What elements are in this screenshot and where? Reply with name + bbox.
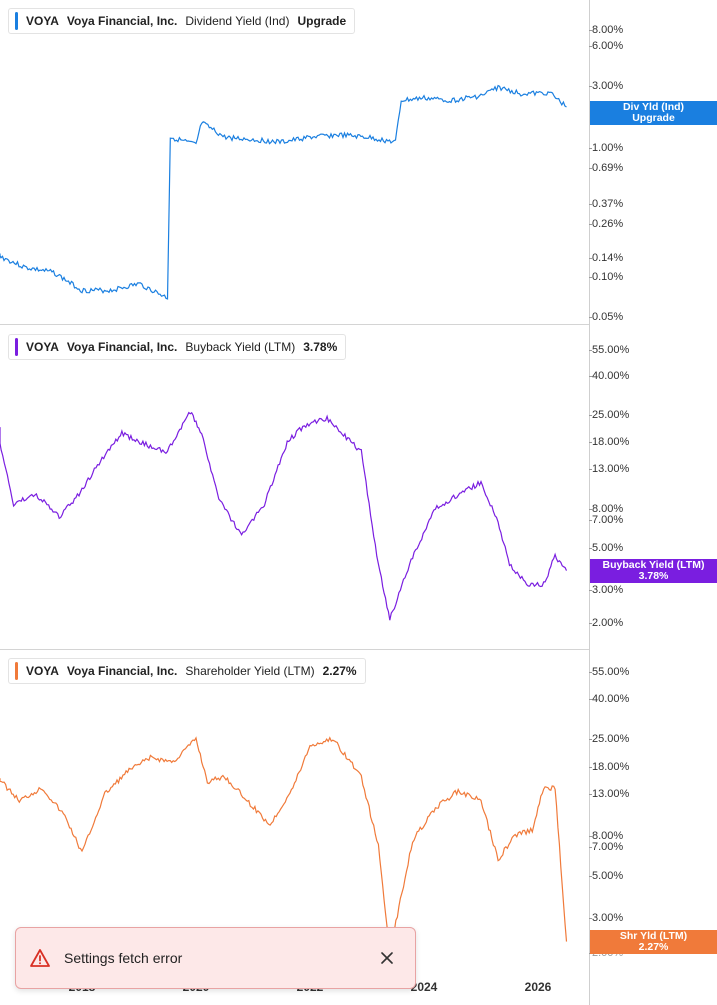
y-tick: 6.00% bbox=[588, 40, 624, 52]
y-tick: 5.00% bbox=[588, 870, 624, 882]
y-tick: 8.00% bbox=[588, 503, 624, 515]
y-tick: 40.00% bbox=[588, 370, 630, 382]
legend-color-bar bbox=[15, 338, 18, 356]
legend-value: 3.78% bbox=[303, 340, 338, 354]
legend-ticker: VOYA bbox=[26, 14, 59, 28]
y-tick: 13.00% bbox=[588, 463, 630, 475]
tag-line-1: Shr Yld (LTM) bbox=[619, 930, 688, 942]
y-tick: 8.00% bbox=[588, 24, 624, 36]
dividend-yield-tag[interactable]: Div Yld (Ind) Upgrade bbox=[590, 101, 717, 125]
legend-value: 2.27% bbox=[322, 664, 357, 678]
x-tick: 2026 bbox=[524, 980, 552, 994]
y-tick: 3.00% bbox=[588, 584, 624, 596]
y-tick: 25.00% bbox=[588, 409, 630, 421]
series-line bbox=[0, 411, 568, 621]
shareholder-yield-tag[interactable]: Shr Yld (LTM) 2.27% bbox=[590, 930, 717, 954]
y-tick: 3.00% bbox=[588, 912, 624, 924]
tag-line-2: Upgrade bbox=[632, 112, 675, 124]
legend-company: Voya Financial, Inc. bbox=[66, 14, 178, 28]
legend-shareholder-yield[interactable]: VOYA Voya Financial, Inc. Shareholder Yi… bbox=[8, 658, 366, 684]
legend-metric: Buyback Yield (LTM) bbox=[185, 340, 296, 354]
tag-line-1: Buyback Yield (LTM) bbox=[602, 559, 705, 571]
y-tick: 2.00% bbox=[588, 617, 624, 629]
series-line bbox=[0, 84, 567, 300]
y-tick: 13.00% bbox=[588, 788, 630, 800]
y-tick: 18.00% bbox=[588, 761, 630, 773]
shareholder-yield-chart bbox=[0, 736, 568, 953]
panel-separator-2 bbox=[0, 649, 590, 650]
warning-icon bbox=[30, 949, 50, 967]
y-tick: 0.14% bbox=[588, 252, 624, 264]
legend-color-bar bbox=[15, 662, 18, 680]
y-tick: 1.00% bbox=[588, 142, 624, 154]
y-tick: 3.00% bbox=[588, 80, 624, 92]
y-tick: 0.05% bbox=[588, 311, 624, 323]
tag-line-1: Div Yld (Ind) bbox=[622, 101, 685, 113]
legend-dividend-yield[interactable]: VOYA Voya Financial, Inc. Dividend Yield… bbox=[8, 8, 356, 34]
y-tick: 55.00% bbox=[588, 666, 630, 678]
buyback-yield-tag[interactable]: Buyback Yield (LTM) 3.78% bbox=[590, 559, 717, 583]
y-tick: 0.69% bbox=[588, 162, 624, 174]
legend-ticker: VOYA bbox=[26, 340, 59, 354]
y-tick: 7.00% bbox=[588, 514, 624, 526]
y-tick: 5.00% bbox=[588, 542, 624, 554]
x-tick: 2024 bbox=[410, 980, 438, 994]
dividend-yield-chart bbox=[0, 84, 567, 300]
y-tick: 55.00% bbox=[588, 344, 630, 356]
y-tick: 0.37% bbox=[588, 198, 624, 210]
y-tick: 18.00% bbox=[588, 436, 630, 448]
close-icon[interactable] bbox=[377, 948, 397, 968]
legend-color-bar bbox=[15, 12, 18, 30]
y-tick: 0.10% bbox=[588, 271, 624, 283]
tag-line-2: 2.27% bbox=[638, 941, 669, 953]
y-tick: 7.00% bbox=[588, 841, 624, 853]
tag-line-2: 3.78% bbox=[638, 570, 669, 582]
series-line bbox=[0, 736, 568, 953]
legend-metric: Shareholder Yield (LTM) bbox=[185, 664, 315, 678]
panel-separator-1 bbox=[0, 324, 590, 325]
error-toast: Settings fetch error bbox=[15, 927, 416, 989]
y-tick: 0.26% bbox=[588, 218, 624, 230]
legend-value-upgrade[interactable]: Upgrade bbox=[297, 14, 347, 28]
legend-buyback-yield[interactable]: VOYA Voya Financial, Inc. Buyback Yield … bbox=[8, 334, 347, 360]
y-tick: 40.00% bbox=[588, 693, 630, 705]
legend-metric: Dividend Yield (Ind) bbox=[185, 14, 290, 28]
legend-company: Voya Financial, Inc. bbox=[66, 340, 178, 354]
legend-company: Voya Financial, Inc. bbox=[66, 664, 178, 678]
legend-ticker: VOYA bbox=[26, 664, 59, 678]
y-axis-line bbox=[589, 0, 590, 1005]
y-tick: 25.00% bbox=[588, 733, 630, 745]
y-tick: 8.00% bbox=[588, 830, 624, 842]
toast-message: Settings fetch error bbox=[64, 950, 183, 966]
buyback-yield-chart bbox=[0, 411, 568, 621]
